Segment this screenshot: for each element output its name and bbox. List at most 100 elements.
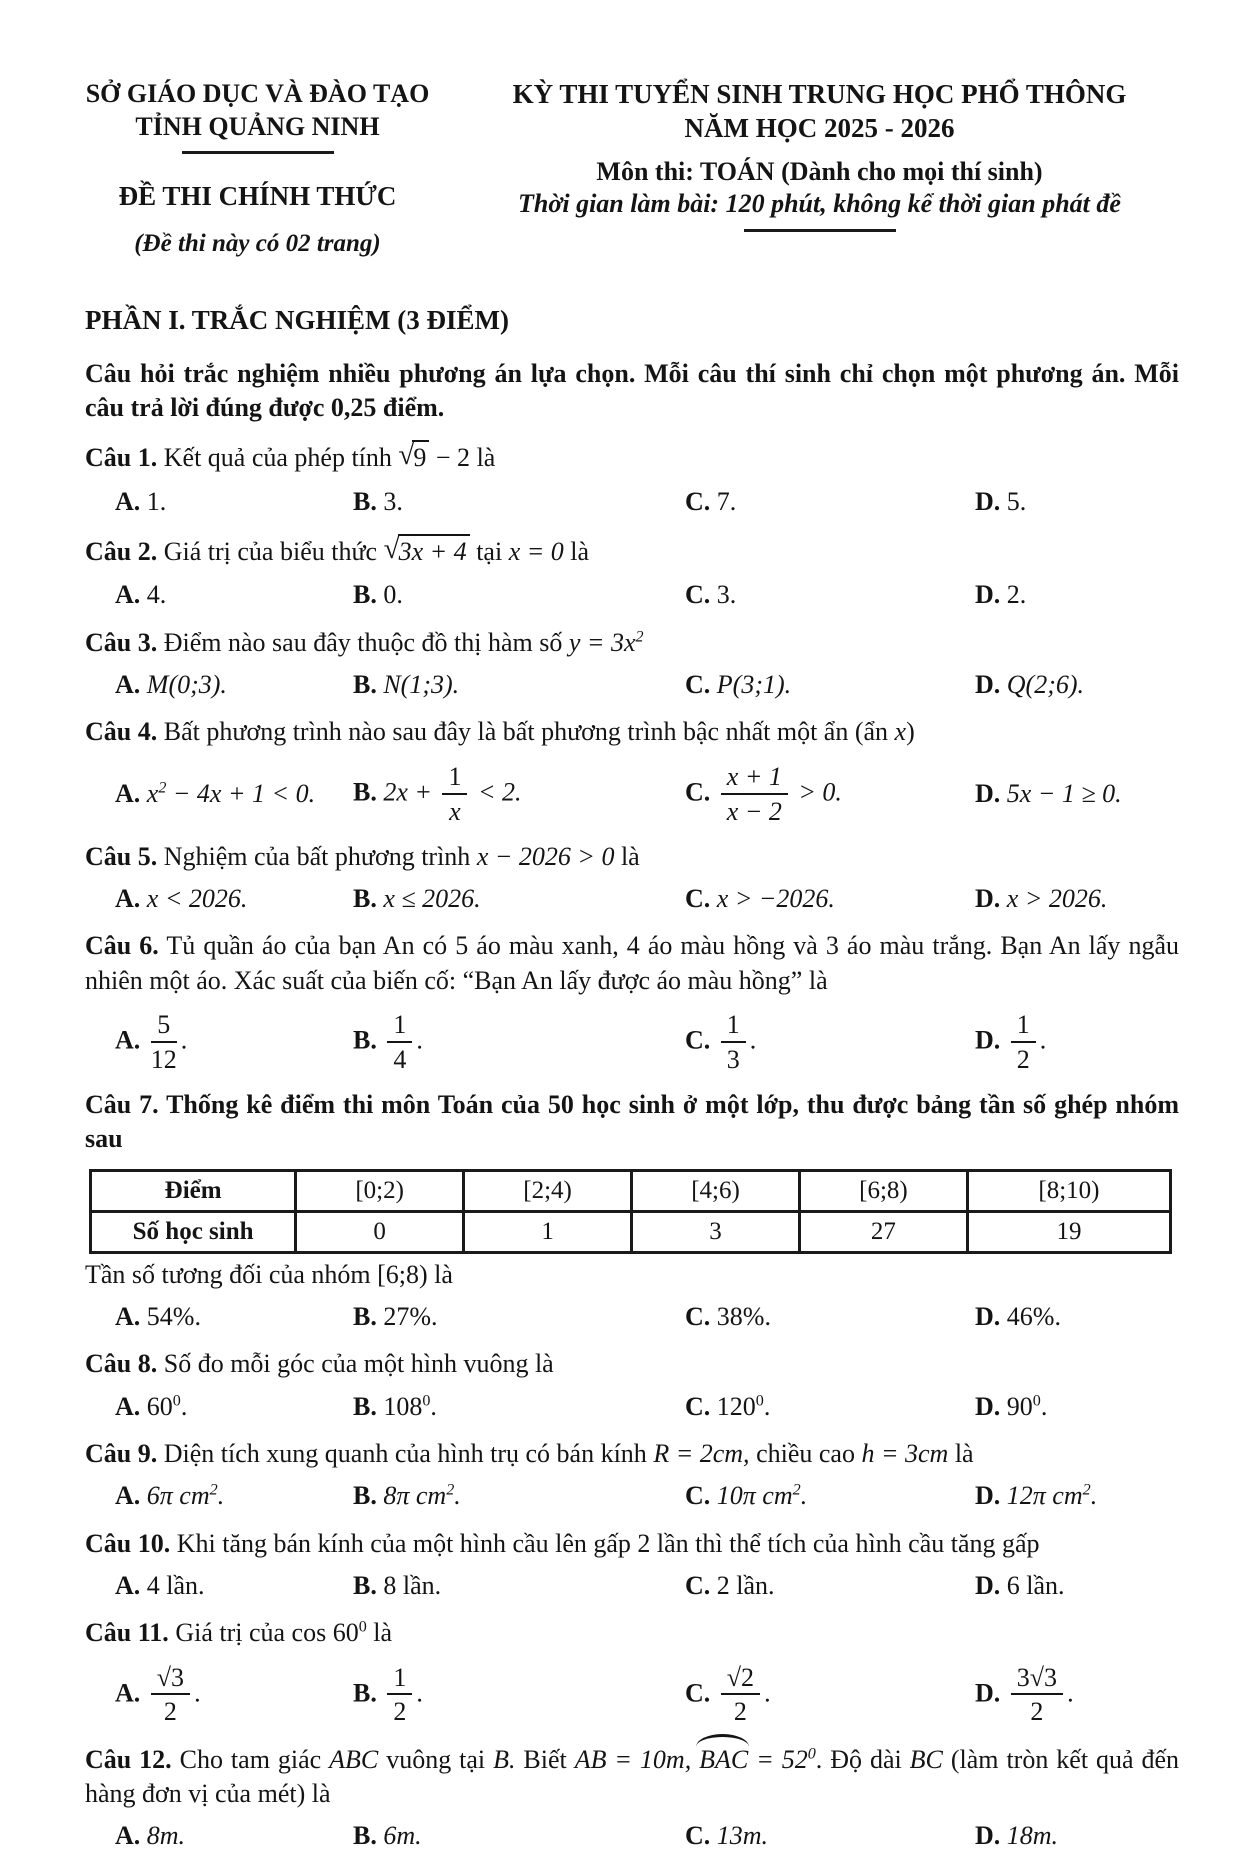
option-letter: D. xyxy=(975,1821,1001,1851)
option-value: 5. xyxy=(1006,486,1027,516)
option-value: 3. xyxy=(383,486,403,516)
math-base: 6π cm xyxy=(146,1481,210,1511)
option-a: A. M(0;3). xyxy=(115,668,353,702)
superscript: 0 xyxy=(807,1744,816,1762)
option-letter: A. xyxy=(115,1481,141,1511)
fraction-denominator: 2 xyxy=(733,1697,747,1727)
fraction-denominator: 12 xyxy=(150,1044,177,1074)
option-value: 6 lần. xyxy=(1006,1570,1065,1600)
text-run: Diện tích xung quanh của hình trụ có bán… xyxy=(163,1438,647,1468)
option-c: C. 13m. xyxy=(685,1819,975,1853)
text-run: chiều cao xyxy=(756,1438,855,1468)
option-letter: D. xyxy=(975,1570,1001,1600)
option-a: A. 4 lần. xyxy=(115,1569,353,1603)
option-letter: D. xyxy=(975,779,1001,809)
table-cell: [6;8) xyxy=(797,1168,969,1213)
option-d: D. 46%. xyxy=(975,1300,1179,1334)
option-letter: A. xyxy=(115,1302,141,1332)
option-value: Q(2;6). xyxy=(1006,670,1085,700)
option-letter: C. xyxy=(685,1570,711,1600)
option-letter: A. xyxy=(115,1570,141,1600)
exam-year: NĂM HỌC 2025 - 2026 xyxy=(684,112,955,143)
radical-sign: √ xyxy=(383,533,400,565)
option-a: A. x < 2026. xyxy=(115,882,353,916)
option-d: D. 12π cm2. xyxy=(975,1479,1179,1513)
text-run: là xyxy=(373,1618,393,1648)
superscript: 0 xyxy=(358,1618,367,1636)
option-letter: B. xyxy=(353,580,377,610)
math-rest: 2x + xyxy=(383,777,439,807)
fraction: 5 12 xyxy=(150,1010,177,1075)
math-base: = 52 xyxy=(756,1744,808,1774)
math-run: y = 3x2 xyxy=(569,628,644,657)
option-a: A. 600. xyxy=(115,1390,353,1424)
table-cell: [0;2) xyxy=(294,1168,466,1213)
option-value: 13m. xyxy=(716,1821,769,1851)
radicand: 3x + 4 xyxy=(397,534,470,566)
option-c: C. P(3;1). xyxy=(685,668,975,702)
fraction-numerator: 1 xyxy=(1010,1010,1036,1043)
math-rest: > 0. xyxy=(791,777,842,807)
fraction-denominator: 2 xyxy=(1030,1697,1044,1727)
math-base: 108 xyxy=(383,1391,423,1421)
question-label: Câu 6. xyxy=(85,931,159,961)
option-value: 600. xyxy=(147,1392,188,1421)
options-row-9: A. 6π cm2. B. 8π cm2. C. 10π cm2. D. 12π… xyxy=(85,1479,1179,1513)
option-letter: D. xyxy=(975,884,1001,914)
table-cell: 3 xyxy=(630,1209,801,1254)
option-a: A. √3 2. xyxy=(115,1663,353,1728)
punctuation: . xyxy=(416,1025,423,1055)
angle-hat-expression: BAC xyxy=(696,1733,750,1777)
option-letter: D. xyxy=(975,1481,1001,1511)
option-letter: D. xyxy=(975,580,1001,610)
option-a: A. x2 − 4x + 1 < 0. xyxy=(115,777,353,811)
option-d: D. 5x − 1 ≥ 0. xyxy=(975,777,1179,811)
option-b: B. 8 lần. xyxy=(353,1569,685,1603)
part1-title: PHẦN I. TRẮC NGHIỆM (3 ĐIỂM) xyxy=(85,305,509,335)
table-cell: 0 xyxy=(294,1209,466,1254)
option-letter: C. xyxy=(685,1481,711,1511)
exam-subject: Môn thi: TOÁN (Dành cho mọi thí sinh) xyxy=(596,156,1043,186)
option-letter: C. xyxy=(685,580,711,610)
superscript: 0 xyxy=(172,1392,181,1409)
radical-sign: √ xyxy=(398,439,415,472)
divider-rule xyxy=(181,151,334,154)
table-row: Số học sinh 0 1 3 27 19 xyxy=(88,1209,1173,1254)
sqrt-expression: √9 xyxy=(398,439,430,472)
text-run: Nghiệm của bất phương trình xyxy=(163,841,471,871)
table-header-row: Điểm [0;2) [2;4) [4;6) [6;8) [8;10) xyxy=(88,1168,1173,1213)
fraction-numerator: 3√3 xyxy=(1010,1663,1064,1696)
question-label: Câu 5. xyxy=(85,841,158,871)
option-b: B. 8π cm2. xyxy=(353,1479,685,1513)
question-1: Câu 1. Kết quả của phép tính √9 − 2 là xyxy=(85,438,1179,476)
option-d: D. 6 lần. xyxy=(975,1569,1179,1603)
math-run: x = 0 xyxy=(508,537,564,566)
punctuation: . xyxy=(217,1481,225,1511)
option-d: D. 5. xyxy=(975,485,1179,519)
options-row-7: A. 54%. B. 27%. C. 38%. D. 46%. xyxy=(85,1300,1179,1334)
divider-rule xyxy=(743,228,896,232)
question-3: Câu 3. Điểm nào sau đây thuộc đồ thị hàm… xyxy=(85,626,1179,660)
punctuation: . xyxy=(194,1678,201,1708)
question-8: Câu 8. Số đo mỗi góc của một hình vuông … xyxy=(85,1347,1179,1381)
text-run: Giá trị của biểu thức xyxy=(163,537,378,566)
question-5: Câu 5. Nghiệm của bất phương trình x − 2… xyxy=(85,840,1179,874)
option-value: 2. xyxy=(1006,580,1027,610)
math-run: x − 2026 > 0 xyxy=(476,841,615,871)
text-run: là xyxy=(476,443,496,473)
option-value: x < 2026. xyxy=(146,884,248,914)
option-letter: B. xyxy=(353,1391,377,1421)
punctuation: . xyxy=(763,1391,771,1421)
option-value: 1080. xyxy=(383,1392,437,1421)
math-run: BC xyxy=(909,1744,943,1774)
option-value: 18m. xyxy=(1006,1821,1059,1851)
option-letter: B. xyxy=(353,884,377,914)
option-d: D. x > 2026. xyxy=(975,882,1179,916)
punctuation: . xyxy=(1039,1025,1047,1055)
option-value: 0. xyxy=(383,580,403,610)
fraction-denominator: 2 xyxy=(1016,1044,1030,1074)
fraction-numerator: 1 xyxy=(442,762,468,795)
option-letter: A. xyxy=(115,1025,141,1055)
